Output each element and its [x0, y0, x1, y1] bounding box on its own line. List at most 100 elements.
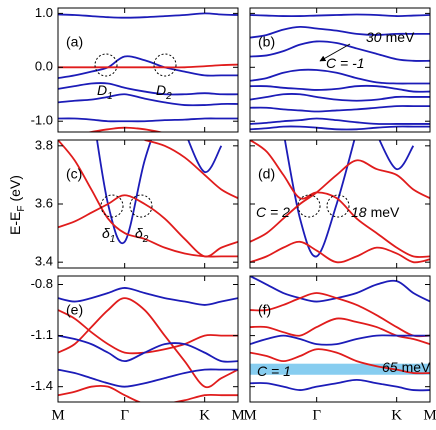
band-line: [250, 68, 430, 85]
annotation-text: D: [97, 82, 107, 98]
band-line: [58, 140, 238, 258]
y-tick-label: 1.0: [35, 5, 53, 20]
panel-label: (f): [258, 302, 271, 318]
panel-label: (e): [66, 302, 83, 318]
panel: [58, 140, 238, 258]
band-line: [58, 93, 238, 107]
band-line: [58, 63, 238, 69]
band-line: [58, 194, 238, 258]
band-line: [58, 368, 238, 388]
band-line: [250, 276, 430, 303]
annotation: D1: [97, 82, 113, 102]
crossing-circle: [297, 194, 321, 218]
annotation-unit: meV: [386, 29, 415, 45]
panel-label: (d): [258, 166, 275, 182]
y-tick-label: 3.6: [35, 195, 53, 210]
annotation-text: C = 2: [256, 204, 290, 220]
annotation: 65 meV: [382, 359, 431, 375]
y-tick-label: 0.0: [35, 59, 53, 74]
crossing-circle: [326, 194, 350, 218]
band-line: [283, 140, 356, 258]
y-tick-label: -1.1: [31, 327, 53, 342]
annotation-subscript: 2: [142, 234, 149, 245]
x-tick-label: K: [391, 407, 402, 423]
band-line: [58, 334, 238, 363]
annotation-subscript: 2: [165, 91, 172, 102]
panel-label: (b): [258, 34, 275, 50]
band-line: [250, 117, 430, 125]
band-line: [58, 309, 238, 355]
crossing-circle: [129, 194, 153, 218]
x-tick-label: K: [199, 407, 210, 423]
band-line: [250, 317, 430, 345]
y-tick-label: -1.0: [31, 113, 53, 128]
panel-frame: [57, 7, 239, 133]
band-line: [85, 126, 164, 132]
annotation: C = 2: [256, 204, 290, 220]
band-line: [58, 82, 238, 96]
band-line: [250, 13, 430, 18]
x-tick-label: Γ: [312, 407, 321, 423]
gap-band: [250, 363, 430, 375]
crossing-circle: [153, 53, 177, 77]
band-line: [250, 93, 430, 102]
annotation-text: E-E: [7, 212, 23, 235]
band-line: [250, 378, 430, 392]
panel-label: (a): [66, 34, 83, 50]
panel: [58, 287, 238, 402]
band-line: [250, 40, 430, 62]
crossing-circle: [94, 53, 118, 77]
annotation-text: δ: [102, 225, 110, 241]
x-tick-label: M: [231, 407, 244, 423]
annotation: C = -1: [326, 55, 365, 71]
band-line: [58, 55, 238, 79]
band-line: [250, 292, 430, 338]
annotation-subscript: F: [16, 206, 27, 212]
annotation-text: 65: [382, 359, 398, 375]
annotation-subscript: 1: [110, 234, 116, 245]
annotation: δ2: [135, 225, 149, 245]
band-line: [187, 140, 223, 173]
band-line: [58, 384, 238, 402]
crossing-circle: [100, 194, 124, 218]
annotation: δ1: [102, 225, 115, 245]
annotation-text: δ: [135, 225, 143, 241]
panel-label: (c): [66, 166, 82, 182]
y-tick-label: -0.8: [31, 276, 53, 291]
y-tick-label: -1.4: [31, 378, 53, 393]
annotation-text: 18: [351, 204, 367, 220]
band-line: [250, 334, 430, 346]
band-line: [378, 140, 415, 170]
panel-frame: [57, 139, 239, 269]
annotation: 30 meV: [366, 29, 415, 45]
annotation-text: D: [156, 82, 166, 98]
annotation-unit: meV: [402, 359, 431, 375]
annotation: D2: [156, 82, 172, 102]
band-line: [58, 12, 238, 19]
panel-frame: [57, 275, 239, 403]
annotation-unit: meV: [371, 204, 400, 220]
panel-frame: [249, 275, 431, 403]
annotation-text: C = 1: [257, 363, 291, 379]
band-line: [58, 287, 238, 306]
band-line: [144, 140, 238, 199]
panel-frame: [249, 7, 431, 133]
band-line: [250, 84, 430, 93]
x-tick-label: M: [243, 407, 256, 423]
annotation: C = 1: [257, 363, 291, 379]
y-tick-label: 3.8: [35, 137, 53, 152]
band-line: [250, 25, 430, 39]
annotation: E-EF (eV): [7, 175, 27, 235]
panel: [58, 12, 238, 132]
band-line: [250, 240, 430, 264]
band-line: [250, 105, 430, 113]
panel: [250, 140, 430, 264]
x-tick-label: M: [51, 407, 64, 423]
annotation-unit: (eV): [7, 175, 23, 201]
band-line: [96, 140, 153, 245]
y-tick-label: 3.4: [35, 254, 53, 269]
annotation-subscript: 1: [107, 91, 113, 102]
band-line: [250, 159, 430, 243]
panel: [250, 276, 430, 392]
